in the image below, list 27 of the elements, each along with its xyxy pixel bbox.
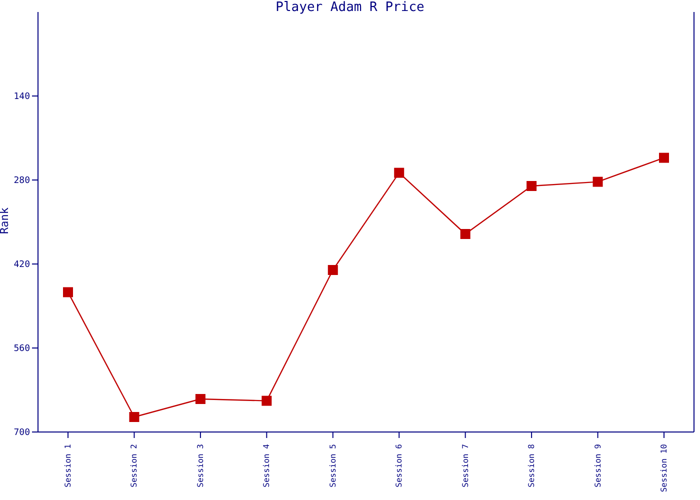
x-tick-label: Session 1	[64, 444, 72, 488]
x-tick-label: Session 3	[196, 444, 205, 488]
point	[262, 396, 272, 406]
x-tick-label: Session 5	[328, 444, 338, 488]
point	[460, 229, 470, 239]
y-tick-label: 560	[14, 344, 30, 354]
x-tick-label: Session 7	[460, 444, 470, 488]
x-tick-label: Session 2	[130, 444, 139, 488]
x-tick-label: Session 9	[593, 444, 602, 488]
y-tick-label: 280	[14, 176, 30, 186]
y-axis-title: Rank	[0, 207, 11, 234]
point	[659, 152, 669, 163]
y-tick-label: 420	[14, 260, 30, 270]
y-tick-label: 140	[14, 92, 30, 102]
x-tick-label: Session 10	[660, 444, 668, 492]
point	[592, 176, 603, 187]
point	[328, 265, 338, 275]
x-tick-label: Session 4	[262, 444, 272, 488]
chart-title: Player Adam R Price	[274, 0, 426, 16]
point	[195, 394, 206, 404]
x-tick-label: Session 6	[394, 444, 404, 488]
point	[526, 181, 537, 191]
point	[129, 412, 140, 422]
point	[394, 168, 404, 178]
x-tick-label: Session 8	[527, 444, 536, 488]
y-tick-label: 700	[14, 428, 30, 438]
point	[63, 287, 73, 298]
